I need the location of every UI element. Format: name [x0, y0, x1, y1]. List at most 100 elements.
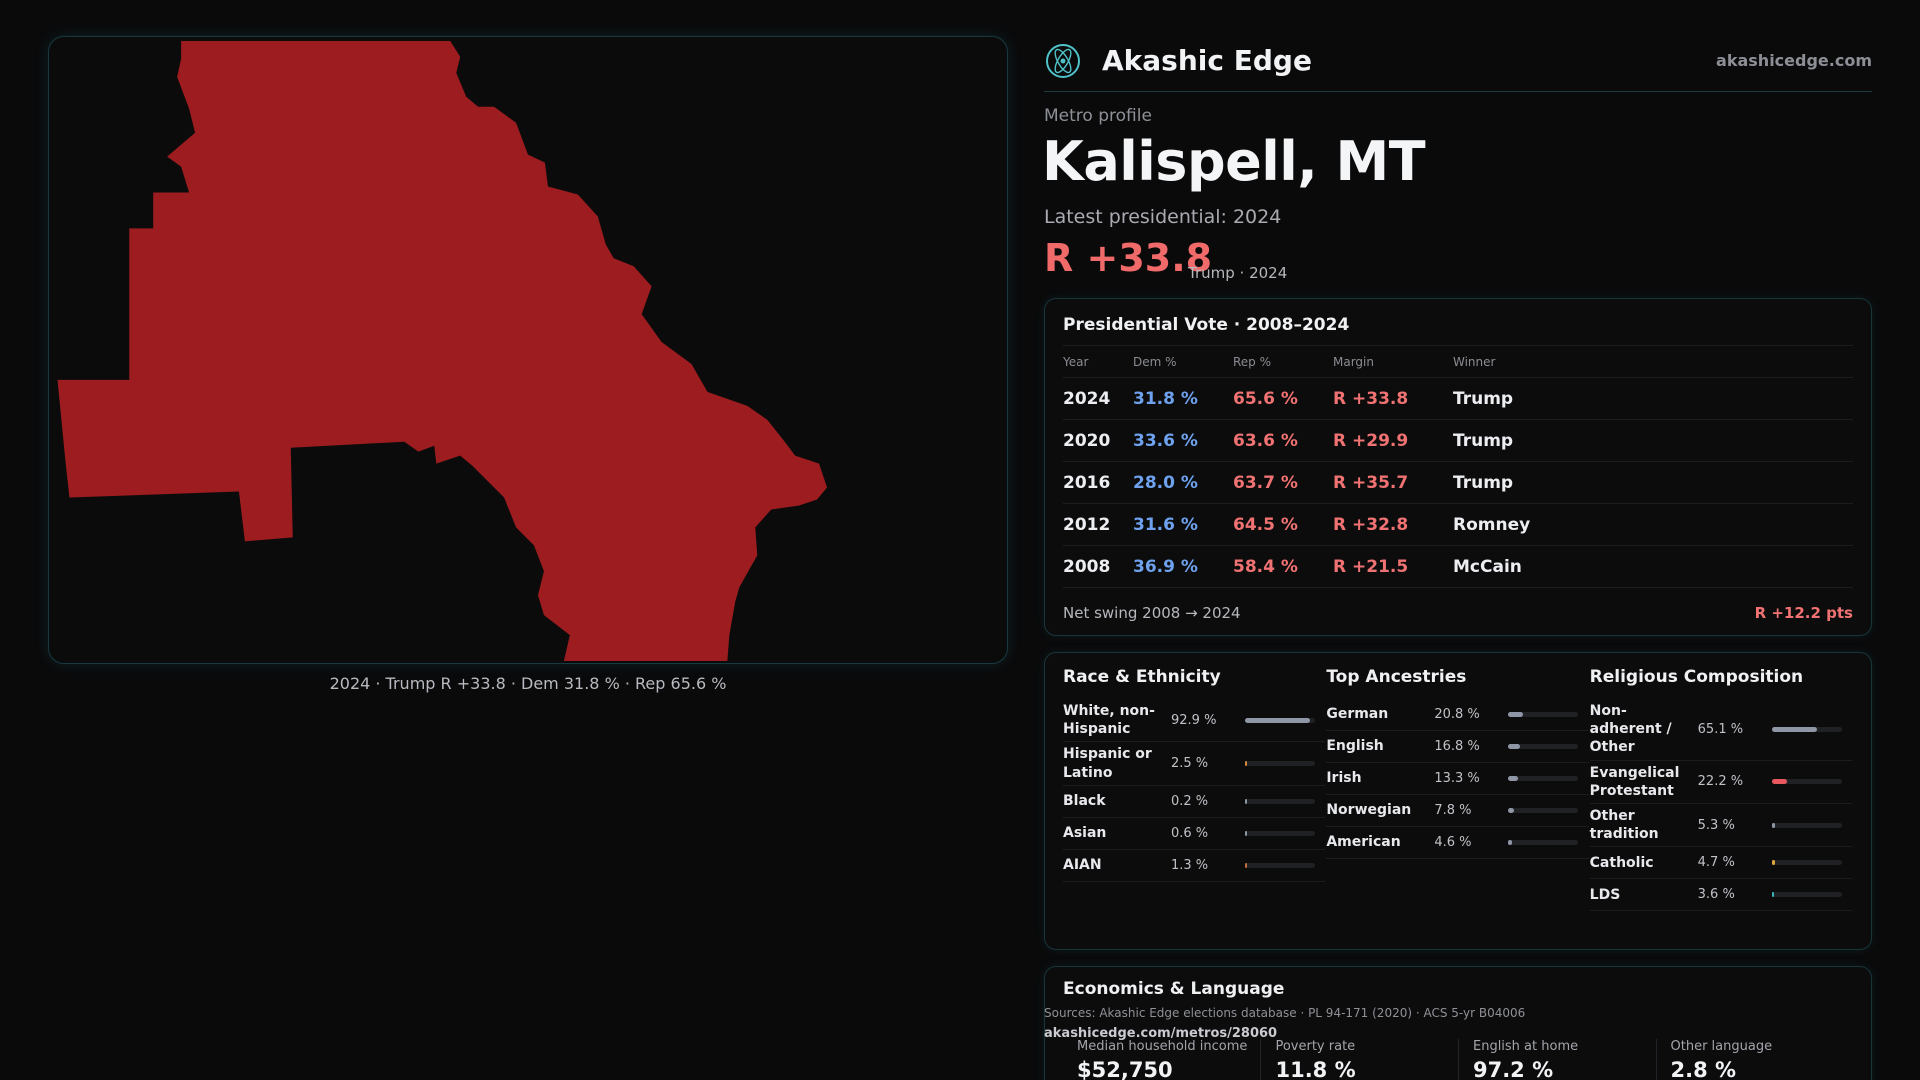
stat-label: Other language	[1670, 1039, 1773, 1054]
county-shape-map	[57, 40, 828, 662]
vote-card-title: Presidential Vote · 2008–2024	[1063, 315, 1853, 346]
brand-name[interactable]: Akashic Edge	[1102, 44, 1312, 77]
dem-cell: 31.6 %	[1133, 514, 1198, 535]
list-item: White, non-Hispanic 92.9 %	[1063, 699, 1326, 743]
item-label: Catholic	[1589, 854, 1654, 871]
share-bar	[1508, 840, 1579, 845]
item-value: 16.8 %	[1434, 739, 1480, 754]
item-label: Non-adherent / Other	[1589, 703, 1672, 756]
race-ethnicity-section: Race & Ethnicity White, non-Hispanic 92.9…	[1063, 667, 1326, 935]
stat-value: 2.8 %	[1670, 1058, 1737, 1080]
item-value: 92.9 %	[1171, 712, 1217, 728]
share-bar	[1771, 726, 1842, 732]
brand-url[interactable]: akashicedge.com	[1716, 51, 1872, 70]
table-row: 2012 31.6 % 64.5 % R +32.8 Romney	[1063, 504, 1853, 546]
net-swing-label: Net swing 2008 → 2024	[1063, 604, 1241, 622]
stat-cell: English at home 97.2 %	[1457, 1039, 1656, 1080]
stat-label: Poverty rate	[1275, 1039, 1356, 1054]
economics-grid: Median household income $52,750 Poverty ra…	[1063, 1039, 1853, 1080]
col-dem: Dem %	[1133, 354, 1177, 369]
demographics-card: Race & Ethnicity White, non-Hispanic 92.9…	[1044, 652, 1872, 950]
item-value: 1.3 %	[1171, 857, 1209, 873]
item-label: LDS	[1589, 886, 1621, 903]
col-winner: Winner	[1453, 354, 1496, 369]
item-value: 65.1 %	[1697, 721, 1744, 737]
share-bar	[1508, 712, 1579, 717]
share-bar	[1771, 892, 1842, 898]
list-item: Evangelical Protestant 22.2 %	[1589, 761, 1852, 804]
page-title: Kalispell, MT	[1042, 130, 1426, 193]
table-row: 2008 36.9 % 58.4 % R +21.5 McCain	[1063, 546, 1853, 588]
share-bar-fill	[1508, 776, 1518, 781]
winner-cell: Trump	[1453, 388, 1514, 409]
stat-value: 11.8 %	[1275, 1058, 1356, 1080]
net-swing-value: R +12.2 pts	[1754, 604, 1853, 622]
list-item: Catholic 4.7 %	[1589, 847, 1852, 880]
share-bar-fill	[1771, 822, 1776, 828]
share-bar-fill	[1771, 860, 1775, 866]
rep-cell: 58.4 %	[1233, 556, 1298, 577]
list-item: LDS 3.6 %	[1589, 879, 1852, 912]
share-bar	[1508, 808, 1579, 813]
share-bar	[1771, 779, 1842, 785]
item-label: Hispanic or Latino	[1063, 746, 1152, 781]
col-year: Year	[1063, 354, 1089, 369]
latest-margin: R +33.8	[1044, 236, 1213, 280]
item-label: Other tradition	[1589, 807, 1659, 843]
share-bar	[1508, 776, 1579, 781]
stat-cell: Median household income $52,750	[1063, 1039, 1260, 1080]
item-label: White, non-Hispanic	[1063, 703, 1155, 738]
item-value: 7.8 %	[1434, 803, 1472, 818]
dem-cell: 28.0 %	[1133, 472, 1198, 493]
table-row: 2020 33.6 % 63.6 % R +29.9 Trump	[1063, 420, 1853, 462]
brand-header: Akashic Edge akashicedge.com	[1044, 36, 1872, 92]
margin-cell: R +33.8	[1333, 388, 1409, 409]
stat-label: Median household income	[1077, 1039, 1248, 1054]
presidential-vote-card: Presidential Vote · 2008–2024 Year Dem %…	[1044, 298, 1872, 636]
winner-cell: Trump	[1453, 472, 1514, 493]
margin-cell: R +35.7	[1333, 472, 1409, 493]
margin-cell: R +21.5	[1333, 556, 1409, 577]
sources-note: Sources: Akashic Edge elections database…	[1044, 1006, 1526, 1020]
list-item: Irish 13.3 %	[1326, 763, 1589, 795]
race-list: White, non-Hispanic 92.9 % Hispanic or Lat…	[1063, 699, 1326, 882]
rep-cell: 65.6 %	[1233, 388, 1298, 409]
latest-presidential-label: Latest presidential: 2024	[1044, 206, 1282, 228]
share-bar	[1508, 744, 1579, 749]
ancestry-section: Top Ancestries German 20.8 % English 16.8 %…	[1326, 667, 1589, 935]
share-bar-fill	[1771, 779, 1788, 785]
item-value: 22.2 %	[1697, 774, 1744, 790]
winner-cell: McCain	[1453, 556, 1522, 577]
table-row: 2016 28.0 % 63.7 % R +35.7 Trump	[1063, 462, 1853, 504]
item-value: 3.6 %	[1697, 887, 1735, 903]
county-shape[interactable]	[57, 40, 828, 662]
list-item: Asian 0.6 %	[1063, 818, 1326, 850]
list-item: German 20.8 %	[1326, 699, 1589, 731]
year-cell: 2024	[1063, 388, 1111, 409]
metro-map[interactable]	[48, 36, 1008, 664]
vote-table-body: 2024 31.8 % 65.6 % R +33.8 Trump 2020 33.6 % 63…	[1063, 378, 1853, 588]
item-label: Irish	[1326, 770, 1362, 787]
year-cell: 2020	[1063, 430, 1111, 451]
atom-icon[interactable]	[1044, 42, 1082, 80]
share-bar-fill	[1508, 744, 1521, 749]
item-label: Black	[1063, 793, 1106, 810]
religion-section: Religious Composition Non-adherent / Oth…	[1589, 667, 1852, 935]
share-bar	[1245, 761, 1315, 767]
stat-value: $52,750	[1077, 1058, 1173, 1080]
margin-cell: R +32.8	[1333, 514, 1409, 535]
item-value: 4.7 %	[1697, 855, 1735, 871]
permalink[interactable]: akashicedge.com/metros/28060	[1044, 1026, 1278, 1041]
col-rep: Rep %	[1233, 354, 1272, 369]
item-value: 2.5 %	[1171, 756, 1209, 772]
list-item: Black 0.2 %	[1063, 786, 1326, 818]
stat-label: English at home	[1472, 1039, 1579, 1054]
list-item: Other tradition 5.3 %	[1589, 804, 1852, 848]
item-label: Evangelical Protestant	[1589, 764, 1680, 799]
col-margin: Margin	[1333, 354, 1374, 369]
share-bar	[1771, 860, 1842, 866]
item-value: 13.3 %	[1434, 771, 1480, 786]
share-bar-fill	[1508, 808, 1514, 813]
share-bar-fill	[1771, 726, 1818, 732]
year-cell: 2008	[1063, 556, 1111, 577]
